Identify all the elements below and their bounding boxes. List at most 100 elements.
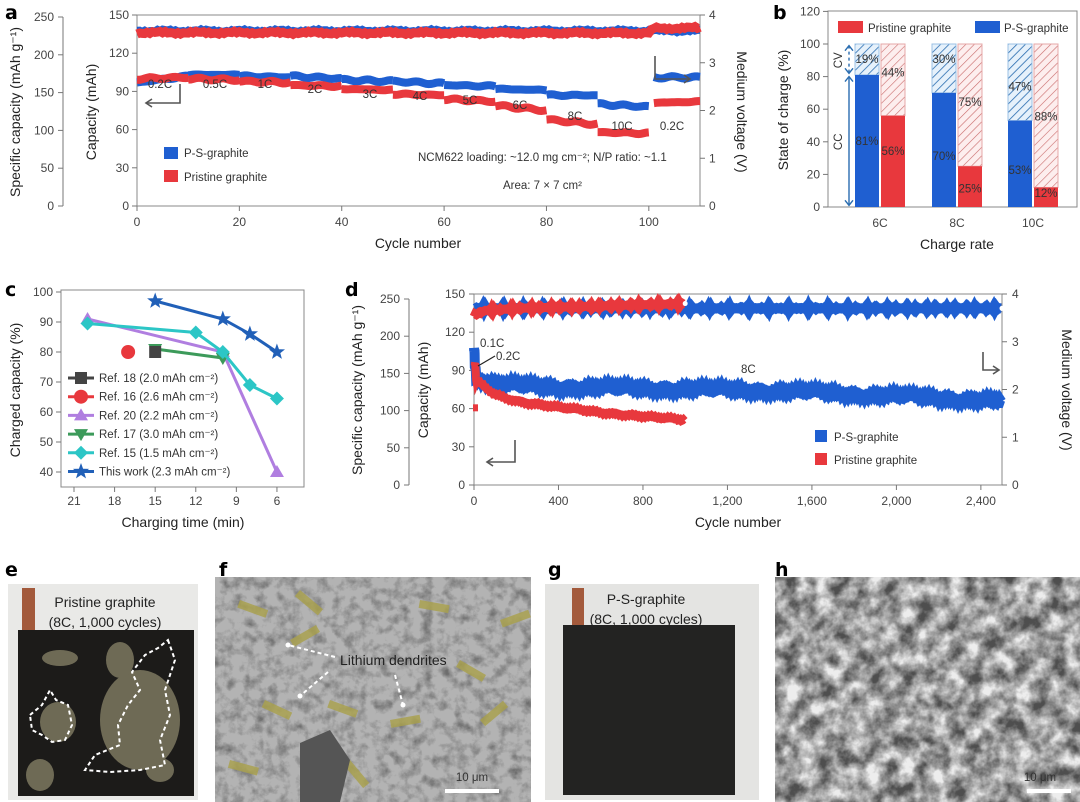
capacity-segment-ps	[392, 76, 446, 89]
rate-label: 0.2C	[496, 351, 520, 363]
data-point-4	[269, 391, 284, 406]
y-axis-label: State of charge (%)	[775, 50, 791, 171]
specific-capacity-tick-label: 150	[34, 86, 54, 100]
capacity-segment-pristine	[546, 115, 599, 129]
x-tick-label: 1,600	[797, 494, 827, 508]
lithium-plating-patch	[40, 702, 76, 742]
capacity-segment-pristine	[392, 89, 445, 100]
specific-capacity-tick-label: 200	[380, 329, 400, 343]
capacity-point-pristine	[473, 404, 478, 412]
rate-label: 8C	[741, 364, 756, 376]
lithium-dendrite-highlight	[480, 700, 509, 727]
voltage-tick-label: 1	[1012, 430, 1019, 444]
capacity-tick-label: 0	[122, 199, 129, 213]
lithium-dendrite-highlight	[343, 760, 370, 789]
capacity-segment-pristine	[136, 72, 189, 84]
x-tick-label: 2,000	[881, 494, 911, 508]
lithium-dendrite-highlight	[390, 714, 421, 728]
sem-particle	[300, 730, 350, 802]
y-axis-label-voltage: Medium voltage (V)	[1059, 329, 1075, 450]
voltage-tick-label: 3	[709, 56, 716, 70]
data-point-4	[215, 345, 230, 359]
dendrite-arrow-head	[285, 642, 291, 648]
lithium-dendrite-highlight	[227, 760, 259, 776]
y-tick-label: 40	[807, 135, 821, 149]
capacity-segment-pristine	[187, 73, 241, 85]
x-tick-label: 0	[134, 215, 141, 229]
capacity-segment-pristine	[494, 101, 548, 116]
capacity-tick-label: 60	[116, 123, 130, 137]
capacity-segment-ps	[238, 71, 291, 82]
plating-outline	[83, 638, 177, 774]
data-point-4	[242, 378, 257, 392]
x-tick-label: 40	[335, 215, 349, 229]
y-tick-label: 20	[807, 167, 821, 181]
bar-ps-cv	[931, 43, 957, 94]
legend-swatch-pristine	[164, 170, 178, 182]
right-axis-arrow	[982, 352, 999, 371]
copper-tab	[22, 588, 35, 638]
dendrite-arrow-head	[400, 702, 406, 708]
legend-marker	[74, 408, 88, 421]
panel-c: 40 50 60 70 80 90 100 21 18 15 12 9 6 Charged capacit…	[7, 285, 305, 530]
panel-label-b: b	[773, 2, 787, 24]
capacity-tick-label: 0	[458, 478, 465, 492]
legend-swatch-pristine	[815, 453, 827, 465]
specific-capacity-tick-label: 50	[387, 441, 401, 455]
capacity-segment-pristine	[443, 94, 496, 106]
left-axis-arrow	[487, 440, 516, 463]
rate-label-leader	[477, 355, 496, 367]
capacity-tick-label: 30	[452, 440, 466, 454]
dendrite-arrow-head	[297, 693, 303, 699]
y-tick-label: 60	[807, 102, 821, 116]
dendrite-arrow	[394, 674, 404, 706]
rate-label: 0.1C	[480, 338, 504, 350]
data-point-4	[188, 325, 203, 340]
voltage-tick-label: 4	[1012, 287, 1019, 301]
legend-swatch-ps	[975, 21, 1000, 33]
bar-pristine-cc	[881, 115, 905, 207]
specific-capacity-tick-label: 250	[380, 292, 400, 306]
legend-marker	[74, 429, 88, 442]
legend-label: Ref. 17 (3.0 mAh cm⁻²)	[99, 429, 218, 441]
panel-label-c: c	[5, 279, 16, 301]
y-axis-label-specific: Specific capacity (mAh g⁻¹)	[7, 27, 23, 197]
rate-label: 3C	[363, 89, 378, 101]
y-axis-label-voltage: Medium voltage (V)	[734, 51, 750, 172]
legend-label-pristine: Pristine graphite	[868, 23, 951, 35]
capacity-segment-ps	[341, 74, 394, 87]
dendrite-annotation: Lithium dendrites	[340, 652, 447, 668]
bar-ps-cc	[855, 74, 879, 207]
data-label-pristine-cc: 56%	[881, 146, 904, 158]
x-axis-label: Charge rate	[920, 236, 994, 252]
x-tick-label: 21	[67, 494, 81, 508]
rate-label: 2C	[308, 84, 323, 96]
y-tick-label: 0	[813, 200, 820, 214]
x-tick-label: 100	[639, 215, 659, 229]
x-tick-label: 8C	[949, 216, 965, 230]
x-tick-label: 2,400	[966, 494, 996, 508]
legend-label: Ref. 16 (2.6 mAh cm⁻²)	[99, 392, 218, 404]
y-tick-label: 80	[40, 345, 54, 359]
x-axis-label: Charging time (min)	[122, 514, 245, 530]
x-tick-label: 800	[633, 494, 653, 508]
x-tick-label: 12	[189, 494, 203, 508]
legend-label: This work (2.3 mAh cm⁻²)	[99, 467, 230, 479]
scale-bar-label: 10 μm	[456, 772, 488, 784]
y-tick-label: 60	[40, 405, 54, 419]
lithium-plating-patch	[146, 758, 174, 782]
legend-label-pristine: Pristine graphite	[184, 172, 267, 184]
legend-label-pristine: Pristine graphite	[834, 455, 917, 467]
voltage-tick-label: 4	[709, 8, 716, 22]
data-point-5	[241, 325, 258, 341]
legend-marker	[74, 445, 88, 460]
lithium-dendrite-highlight	[456, 660, 486, 682]
sem-texture	[215, 577, 531, 802]
photo-e-title: Pristine graphite	[54, 594, 155, 610]
legend-label: Ref. 20 (2.2 mAh cm⁻²)	[99, 410, 218, 422]
panel-label-d: d	[345, 279, 359, 301]
data-point-5	[214, 310, 231, 326]
data-label-pristine-cc: 25%	[958, 183, 981, 195]
y-tick-label: 90	[40, 315, 54, 329]
